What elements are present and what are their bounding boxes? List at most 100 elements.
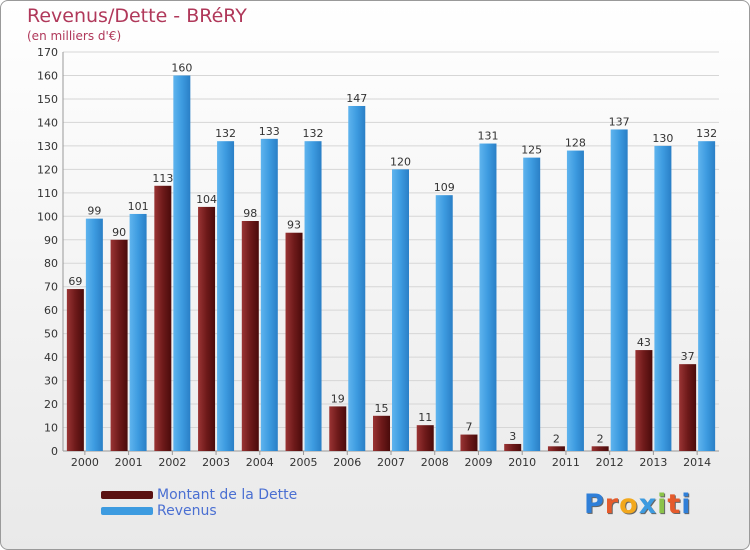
debt-value-label: 7 bbox=[465, 421, 472, 434]
debt-value-label: 11 bbox=[418, 411, 432, 424]
revenue-bar bbox=[610, 129, 628, 451]
y-tick-label: 150 bbox=[37, 93, 58, 106]
chart-subtitle: (en milliers d'€) bbox=[27, 29, 122, 43]
revenue-bar bbox=[173, 75, 191, 452]
y-tick-label: 30 bbox=[44, 375, 58, 388]
x-tick-label: 2010 bbox=[508, 456, 536, 469]
y-tick-label: 0 bbox=[51, 445, 58, 458]
revenue-bar bbox=[654, 145, 672, 451]
revenue-value-label: 132 bbox=[696, 127, 717, 140]
y-tick-label: 170 bbox=[37, 46, 58, 59]
y-tick-label: 130 bbox=[37, 140, 58, 153]
debt-bar bbox=[110, 239, 128, 451]
x-tick-label: 2002 bbox=[158, 456, 186, 469]
x-tick-label: 2009 bbox=[464, 456, 492, 469]
revenue-bar bbox=[85, 218, 103, 451]
debt-value-label: 43 bbox=[637, 336, 651, 349]
debt-value-label: 15 bbox=[375, 402, 389, 415]
debt-bar bbox=[154, 185, 172, 451]
y-tick-label: 80 bbox=[44, 257, 58, 270]
revenue-value-label: 109 bbox=[434, 181, 455, 194]
x-tick-label: 2013 bbox=[639, 456, 667, 469]
y-tick-label: 160 bbox=[37, 69, 58, 82]
debt-value-label: 2 bbox=[597, 432, 604, 445]
debt-bar bbox=[591, 446, 609, 451]
y-tick-label: 110 bbox=[37, 187, 58, 200]
revenue-value-label: 147 bbox=[346, 92, 367, 105]
revenue-bar bbox=[392, 169, 409, 451]
debt-value-label: 69 bbox=[68, 275, 82, 288]
debt-value-label: 19 bbox=[331, 392, 345, 405]
y-tick-label: 90 bbox=[44, 234, 58, 247]
revenue-value-label: 132 bbox=[215, 127, 236, 140]
debt-value-label: 3 bbox=[509, 430, 516, 443]
logo-letter: r bbox=[604, 489, 620, 520]
debt-bar bbox=[416, 425, 434, 451]
y-tick-label: 140 bbox=[37, 116, 58, 129]
y-tick-label: 120 bbox=[37, 163, 58, 176]
revenue-value-label: 101 bbox=[128, 200, 149, 213]
y-tick-label: 10 bbox=[44, 422, 58, 435]
y-tick-label: 50 bbox=[44, 328, 58, 341]
logo-letter: i bbox=[657, 489, 668, 520]
chart-title: Revenus/Dette - BRéRY bbox=[27, 5, 247, 27]
revenue-value-label: 125 bbox=[521, 144, 542, 157]
legend-label-debt: Montant de la Dette bbox=[157, 487, 298, 503]
debt-value-label: 98 bbox=[243, 207, 257, 220]
logo-letter: P bbox=[584, 489, 605, 520]
debt-value-label: 113 bbox=[152, 172, 173, 185]
revenue-value-label: 99 bbox=[87, 205, 101, 218]
revenue-bar bbox=[217, 141, 235, 451]
revenue-bar bbox=[566, 150, 584, 451]
revenue-value-label: 131 bbox=[477, 130, 498, 143]
x-tick-label: 2000 bbox=[71, 456, 99, 469]
debt-bar bbox=[329, 406, 347, 451]
debt-value-label: 93 bbox=[287, 219, 301, 232]
revenue-value-label: 120 bbox=[390, 155, 411, 168]
revenue-bar bbox=[523, 157, 541, 451]
debt-bar bbox=[198, 206, 216, 451]
x-tick-label: 2005 bbox=[290, 456, 318, 469]
revenue-value-label: 133 bbox=[259, 125, 280, 138]
revenue-bar bbox=[479, 143, 497, 452]
debt-value-label: 104 bbox=[196, 193, 217, 206]
debt-bar bbox=[460, 434, 478, 451]
legend-label-revenue: Revenus bbox=[157, 503, 217, 519]
x-tick-label: 2004 bbox=[246, 456, 274, 469]
x-tick-label: 2011 bbox=[552, 456, 580, 469]
y-tick-label: 60 bbox=[44, 304, 58, 317]
logo-letter: i bbox=[681, 489, 692, 520]
x-tick-label: 2003 bbox=[202, 456, 230, 469]
revenue-bar bbox=[260, 138, 278, 451]
revenue-value-label: 132 bbox=[303, 127, 324, 140]
revenue-bar bbox=[698, 141, 716, 451]
legend-swatch-revenue bbox=[101, 507, 153, 515]
x-tick-label: 2007 bbox=[377, 456, 405, 469]
revenue-bar bbox=[129, 213, 147, 451]
revenue-bar bbox=[435, 195, 453, 451]
y-tick-label: 70 bbox=[44, 281, 58, 294]
debt-bar bbox=[373, 415, 390, 451]
y-tick-label: 100 bbox=[37, 210, 58, 223]
debt-bar bbox=[679, 364, 697, 451]
x-tick-label: 2014 bbox=[683, 456, 711, 469]
revenue-bar bbox=[304, 141, 322, 451]
debt-bar bbox=[66, 289, 84, 451]
debt-bar bbox=[547, 446, 565, 451]
debt-value-label: 37 bbox=[681, 350, 695, 363]
revenue-value-label: 160 bbox=[171, 61, 192, 74]
proxiti-logo: Proxiti bbox=[584, 489, 692, 520]
logo-letter: x bbox=[638, 489, 658, 520]
x-tick-label: 2012 bbox=[596, 456, 624, 469]
debt-bar bbox=[241, 220, 259, 451]
x-tick-label: 2001 bbox=[115, 456, 143, 469]
debt-bar bbox=[504, 443, 522, 451]
debt-value-label: 2 bbox=[553, 432, 560, 445]
debt-bar bbox=[285, 232, 303, 451]
logo-letter: o bbox=[619, 489, 639, 520]
legend-swatch-debt bbox=[101, 491, 153, 499]
logo-letter: t bbox=[667, 489, 682, 520]
debt-value-label: 90 bbox=[112, 226, 126, 239]
